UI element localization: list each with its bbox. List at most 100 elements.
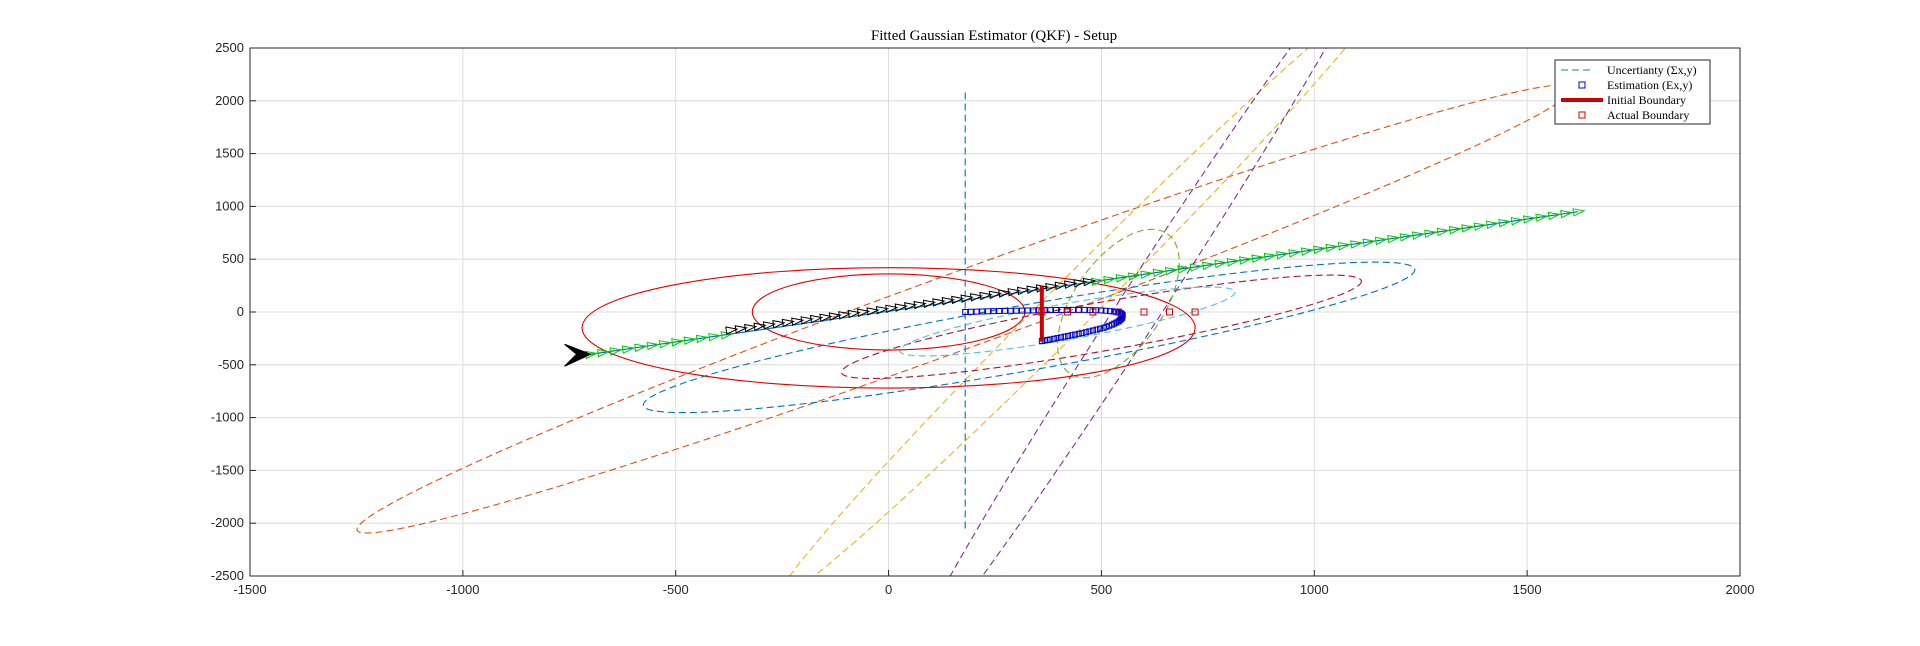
black-triangle-marker (1064, 280, 1078, 289)
estimation-marker (984, 308, 991, 315)
start-arrow-head (564, 343, 592, 367)
black-triangle-marker (1045, 282, 1059, 292)
estimation-marker (990, 308, 997, 315)
green-triangle-marker (1226, 258, 1241, 267)
black-triangle-marker (1007, 288, 1021, 297)
estimation-marker (1007, 307, 1014, 314)
estimation-marker (1050, 335, 1057, 342)
black-triangle-marker (1054, 281, 1068, 291)
actual-boundary-marker (1191, 308, 1199, 316)
estimation-marker (1001, 307, 1008, 314)
black-triangle-marker (913, 300, 927, 310)
green-triangle-marker (683, 336, 697, 345)
green-triangle-marker (1263, 252, 1278, 262)
estimation-marker (1068, 332, 1075, 339)
y-tick-label: 2000 (215, 93, 244, 108)
green-triangle-marker (1350, 240, 1364, 249)
actual-boundary-marker (1140, 308, 1148, 316)
black-triangle-marker (922, 299, 937, 309)
green-triangle-marker (1276, 250, 1290, 260)
estimation-marker (1054, 335, 1061, 342)
green-triangle-marker (646, 341, 660, 351)
black-triangle-marker (1073, 279, 1087, 288)
legend-label: Uncertianty (Σx,y) (1607, 63, 1697, 77)
green-triangle-marker (621, 345, 636, 354)
estimation-marker (1093, 326, 1100, 333)
uncertainty-ellipse (899, 286, 1236, 357)
legend-box (1554, 59, 1711, 125)
uncertainty-ellipse (840, 274, 1362, 380)
green-triangle-marker (1152, 268, 1166, 278)
green-triangle-marker (1399, 233, 1413, 242)
black-triangle-marker (1026, 285, 1040, 295)
estimation-marker (1079, 330, 1086, 337)
estimation-marker (1081, 306, 1088, 313)
y-tick-label: -1500 (211, 462, 244, 477)
estimation-marker (1086, 328, 1093, 335)
y-tick-label: -2000 (211, 515, 244, 530)
green-triangle-marker (1572, 208, 1586, 217)
x-tick-label: 1500 (1513, 582, 1542, 597)
estimation-marker (996, 307, 1003, 314)
estimation-marker (1106, 308, 1113, 315)
green-triangle-marker (1547, 211, 1562, 221)
legend: Uncertianty (Σx,y)Estimation (Ex,y)Initi… (1554, 59, 1711, 125)
legend-label: Initial Boundary (1607, 93, 1686, 107)
black-triangle-marker (753, 322, 767, 332)
estimation-marker (967, 308, 974, 315)
green-triangle-marker (1362, 238, 1376, 247)
black-triangle-marker (744, 323, 758, 333)
y-tick-label: -2500 (211, 568, 244, 583)
actual-boundary-marker (1166, 308, 1174, 316)
black-triangle-marker (847, 309, 861, 319)
x-tick-label: -1500 (233, 582, 266, 597)
green-triangle-marker (1485, 220, 1500, 230)
black-triangle-marker (866, 307, 880, 316)
green-triangle-marker (1374, 236, 1389, 246)
green-triangle-marker (1473, 222, 1487, 231)
green-triangle-marker (1510, 217, 1525, 226)
estimation-marker (1024, 307, 1031, 314)
estimation-marker (1098, 307, 1105, 314)
estimation-marker (973, 308, 980, 315)
green-triangle-marker (695, 334, 710, 344)
green-triangle-marker (1140, 270, 1154, 280)
x-tick-label: -500 (663, 582, 689, 597)
black-triangle-marker (960, 294, 974, 303)
green-triangle-marker (1288, 249, 1302, 258)
green-triangle-marker (1164, 267, 1179, 276)
green-triangle-marker (1127, 272, 1142, 281)
estimation-marker (1082, 329, 1089, 336)
actual-boundary-marker (1114, 308, 1122, 316)
black-triangle-marker (1082, 277, 1097, 287)
black-triangle-marker (734, 325, 748, 334)
black-triangle-marker (979, 291, 993, 301)
black-triangle-marker (894, 303, 908, 312)
x-tick-label: 1000 (1300, 582, 1329, 597)
estimation-marker (962, 309, 969, 315)
y-tick-label: 1500 (215, 146, 244, 161)
uncertainty-ellipse (642, 261, 1416, 414)
estimation-marker (1018, 307, 1025, 314)
x-tick-label: 0 (885, 582, 892, 597)
green-triangle-marker (1201, 261, 1216, 271)
black-triangle-marker (932, 298, 946, 307)
green-triangle-marker (1560, 209, 1574, 219)
x-tick-label: 2000 (1726, 582, 1755, 597)
green-triangle-marker (1177, 265, 1191, 274)
x-tick-label: 500 (1091, 582, 1113, 597)
actual-boundary-marker (1089, 308, 1097, 316)
black-triangle-marker (885, 304, 899, 314)
black-triangle-marker (762, 321, 777, 330)
y-tick-label: 2500 (215, 40, 244, 55)
estimation-marker (1075, 306, 1082, 313)
green-triangle-marker (634, 343, 648, 353)
green-triangle-marker (1214, 259, 1228, 269)
black-triangle-marker (800, 316, 814, 325)
estimation-marker (1030, 307, 1037, 314)
black-triangle-marker (969, 293, 984, 302)
green-triangle-marker (1535, 213, 1549, 223)
black-triangle-marker (838, 311, 852, 320)
uncertainty-ellipse (581, 267, 1196, 389)
actual-boundary-marker (1038, 308, 1046, 316)
